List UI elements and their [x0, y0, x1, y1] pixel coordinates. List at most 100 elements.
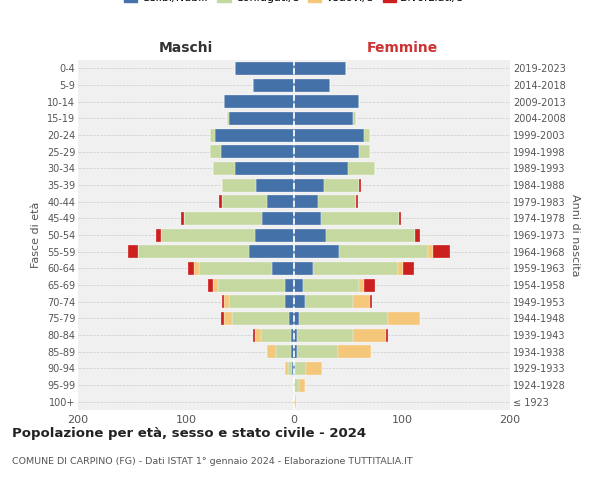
Bar	[299, 312, 388, 325]
Bar	[256, 178, 294, 192]
Text: COMUNE DI CARPINO (FG) - Dati ISTAT 1° gennaio 2024 - Elaborazione TUTTITALIA.IT: COMUNE DI CARPINO (FG) - Dati ISTAT 1° g…	[12, 458, 413, 466]
Bar	[364, 278, 375, 291]
Bar	[294, 395, 296, 408]
Bar	[255, 228, 294, 241]
Bar	[194, 262, 199, 275]
Bar	[227, 112, 229, 125]
Bar	[305, 295, 353, 308]
Legend: Celibi/Nubili, Coniugati/e, Vedovi/e, Divorziati/e: Celibi/Nubili, Coniugati/e, Vedovi/e, Di…	[119, 0, 469, 8]
Bar	[388, 312, 421, 325]
Bar	[221, 145, 294, 158]
Bar	[156, 228, 161, 241]
Bar	[286, 362, 287, 375]
Bar	[353, 112, 356, 125]
Bar	[208, 278, 213, 291]
Bar	[248, 245, 294, 258]
Bar	[235, 162, 294, 175]
Bar	[188, 262, 194, 275]
Bar	[324, 178, 359, 192]
Bar	[291, 328, 294, 342]
Bar	[359, 278, 364, 291]
Bar	[267, 345, 275, 358]
Bar	[229, 295, 286, 308]
Bar	[253, 78, 294, 92]
Bar	[210, 128, 215, 141]
Bar	[415, 228, 421, 241]
Bar	[235, 62, 294, 75]
Bar	[364, 128, 370, 141]
Bar	[139, 245, 248, 258]
Text: Maschi: Maschi	[159, 41, 213, 55]
Bar	[338, 345, 371, 358]
Bar	[326, 228, 415, 241]
Bar	[294, 345, 297, 358]
Bar	[213, 278, 218, 291]
Bar	[255, 328, 260, 342]
Bar	[348, 162, 375, 175]
Bar	[267, 195, 294, 208]
Bar	[294, 378, 299, 392]
Bar	[294, 78, 329, 92]
Bar	[221, 178, 256, 192]
Bar	[356, 195, 358, 208]
Bar	[297, 328, 353, 342]
Bar	[294, 362, 295, 375]
Bar	[262, 212, 294, 225]
Bar	[224, 295, 229, 308]
Bar	[210, 145, 221, 158]
Bar	[294, 262, 313, 275]
Bar	[272, 262, 294, 275]
Bar	[297, 345, 338, 358]
Text: Popolazione per età, sesso e stato civile - 2024: Popolazione per età, sesso e stato civil…	[12, 428, 366, 440]
Bar	[221, 195, 267, 208]
Bar	[294, 278, 302, 291]
Bar	[294, 62, 346, 75]
Bar	[220, 195, 221, 208]
Bar	[221, 312, 224, 325]
Bar	[306, 362, 322, 375]
Bar	[313, 262, 398, 275]
Bar	[386, 328, 388, 342]
Bar	[286, 278, 294, 291]
Bar	[353, 295, 370, 308]
Bar	[294, 162, 348, 175]
Bar	[399, 212, 401, 225]
Bar	[292, 362, 294, 375]
Bar	[260, 328, 291, 342]
Bar	[294, 128, 364, 141]
Bar	[184, 212, 262, 225]
Bar	[221, 295, 224, 308]
Bar	[213, 162, 235, 175]
Bar	[232, 312, 289, 325]
Bar	[403, 262, 414, 275]
Bar	[295, 362, 306, 375]
Bar	[253, 328, 255, 342]
Bar	[318, 195, 356, 208]
Bar	[294, 228, 326, 241]
Bar	[398, 262, 403, 275]
Bar	[294, 112, 353, 125]
Bar	[218, 278, 286, 291]
Bar	[229, 112, 294, 125]
Bar	[359, 178, 361, 192]
Bar	[294, 95, 359, 108]
Bar	[299, 378, 305, 392]
Bar	[289, 312, 294, 325]
Bar	[359, 145, 370, 158]
Y-axis label: Anni di nascita: Anni di nascita	[569, 194, 580, 276]
Bar	[294, 212, 321, 225]
Bar	[433, 245, 449, 258]
Bar	[275, 345, 291, 358]
Bar	[294, 295, 305, 308]
Y-axis label: Fasce di età: Fasce di età	[31, 202, 41, 268]
Bar	[353, 328, 386, 342]
Bar	[294, 178, 324, 192]
Bar	[215, 128, 294, 141]
Bar	[294, 195, 318, 208]
Bar	[428, 245, 433, 258]
Bar	[291, 345, 294, 358]
Bar	[161, 228, 255, 241]
Bar	[294, 245, 340, 258]
Bar	[181, 212, 184, 225]
Text: Femmine: Femmine	[367, 41, 437, 55]
